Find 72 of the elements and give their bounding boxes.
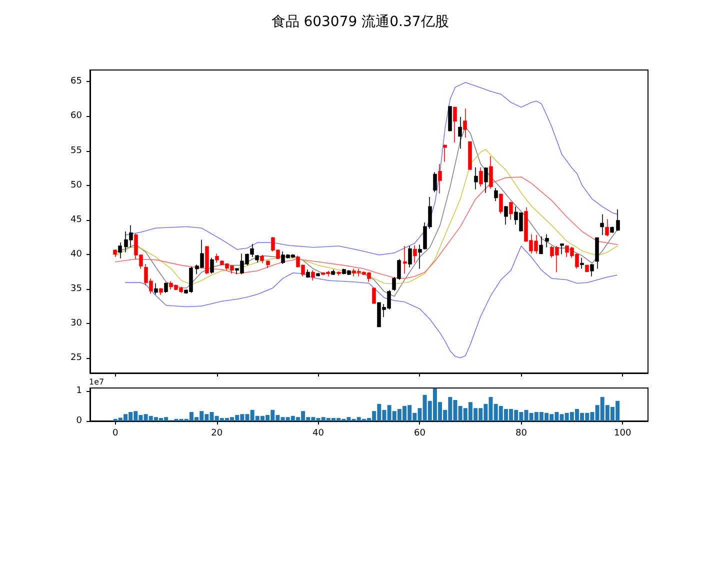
candlestick: [484, 166, 488, 194]
y-tick-label: 30: [70, 318, 82, 328]
candlestick: [337, 271, 341, 276]
candlestick: [545, 234, 549, 248]
candlestick: [215, 253, 219, 263]
x-tick-label: 0: [112, 428, 118, 438]
x-tick-label: 40: [312, 428, 324, 438]
candlestick: [453, 106, 457, 143]
candlestick: [205, 246, 209, 275]
x-tick-label: 100: [614, 428, 632, 438]
candlestick: [610, 226, 614, 234]
candlestick: [539, 236, 543, 255]
y-tick-label: 50: [70, 180, 82, 190]
candlestick: [605, 218, 609, 237]
line-series: [114, 126, 618, 297]
line-series: [125, 246, 618, 358]
chart-title: 食品 603079 流通0.37亿股: [271, 14, 449, 30]
y-tick-label: 55: [70, 146, 82, 156]
x-tick-label: 60: [414, 428, 426, 438]
candlestick: [585, 264, 589, 273]
candlestick: [590, 264, 594, 277]
candlestick: [616, 209, 620, 232]
candlestick: [418, 244, 422, 270]
candlestick: [316, 272, 320, 277]
candlestick: [266, 260, 270, 268]
candlestick: [159, 288, 163, 296]
x-tick-label: 20: [211, 428, 223, 438]
text: 1e7: [89, 378, 104, 386]
y-tick-label: 0: [76, 416, 82, 426]
candlestick: [154, 282, 158, 295]
y-tick-label: 40: [70, 249, 82, 260]
candlestick: [331, 269, 335, 276]
candlestick: [433, 172, 437, 193]
y-tick-label: 60: [70, 111, 82, 122]
candlestick: [306, 269, 310, 278]
candlestick: [403, 246, 407, 274]
candlestick: [499, 193, 503, 214]
candlestick: [448, 106, 452, 132]
candlestick: [255, 254, 259, 263]
y-tick-label: 1: [76, 386, 82, 396]
line-series: [114, 176, 618, 279]
candlestick: [413, 244, 417, 263]
y-tick-label: 35: [70, 284, 82, 294]
candlestick: [595, 237, 599, 270]
candlestick: [438, 163, 442, 194]
candlestick: [494, 188, 498, 202]
candlestick: [468, 141, 472, 170]
candlestick: [600, 214, 604, 236]
candlestick: [458, 116, 462, 150]
candlestick: [408, 246, 412, 268]
y-tick-label: 45: [70, 214, 82, 225]
x-tick-label: 80: [515, 428, 528, 438]
candlestick: [260, 254, 264, 264]
y-tick-label: 65: [70, 76, 82, 87]
y-tick-label: 25: [70, 352, 82, 363]
candlestick: [210, 257, 214, 274]
candlestick: [164, 282, 168, 294]
candlestick: [463, 108, 467, 138]
candlestick: [489, 156, 493, 190]
candlestick: [560, 244, 564, 255]
line-series: [125, 82, 618, 256]
candlestick: [580, 257, 584, 270]
candlestick: [509, 201, 513, 220]
candlestick: [443, 144, 447, 162]
candlestick: [479, 166, 483, 188]
candlestick: [372, 288, 376, 304]
candlestick: [474, 166, 478, 190]
candlestick: [504, 206, 508, 226]
candlestick: [118, 242, 122, 259]
line-series: [114, 148, 618, 286]
candlestick: [113, 249, 117, 258]
candlestick: [311, 270, 315, 281]
